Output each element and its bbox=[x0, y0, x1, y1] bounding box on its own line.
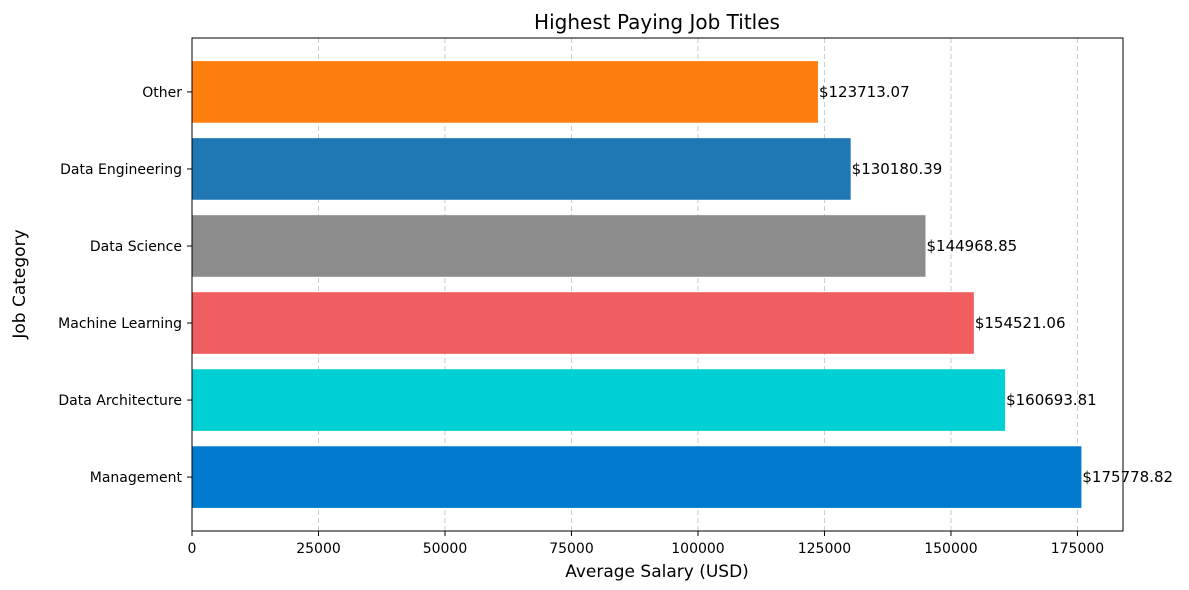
x-tick-label: 25000 bbox=[296, 541, 341, 557]
data-label: $175778.82 bbox=[1082, 468, 1173, 486]
bar bbox=[192, 138, 851, 200]
x-tick-label: 100000 bbox=[671, 541, 724, 557]
bar bbox=[192, 215, 926, 277]
y-axis-ticks: Management Data Architecture Machine Learn… bbox=[58, 85, 192, 486]
data-labels: $175778.82 $160693.81 $154521.06 $144968.85… bbox=[819, 83, 1173, 486]
axes bbox=[191, 37, 1124, 532]
data-label: $154521.06 bbox=[975, 314, 1066, 332]
bar bbox=[192, 61, 818, 123]
y-tick-label: Machine Learning bbox=[58, 316, 182, 332]
bar bbox=[192, 292, 974, 354]
x-tick-label: 50000 bbox=[423, 541, 468, 557]
x-tick-label: 125000 bbox=[798, 541, 851, 557]
x-tick-label: 175000 bbox=[1051, 541, 1104, 557]
x-axis-label: Average Salary (USD) bbox=[565, 562, 749, 582]
y-tick-label: Management bbox=[90, 470, 183, 486]
chart-title: Highest Paying Job Titles bbox=[534, 10, 780, 34]
bars bbox=[192, 61, 1082, 508]
y-tick-label: Data Science bbox=[90, 239, 182, 255]
y-tick-label: Data Engineering bbox=[60, 162, 182, 178]
data-label: $123713.07 bbox=[819, 83, 910, 101]
x-tick-label: 150000 bbox=[924, 541, 977, 557]
data-label: $144968.85 bbox=[927, 237, 1018, 255]
x-tick-label: 0 bbox=[188, 541, 197, 557]
y-axis-label: Job Category bbox=[10, 229, 30, 339]
x-tick-label: 75000 bbox=[549, 541, 594, 557]
x-axis-ticks: 0 25000 50000 75000 100000 125000 150000 175000 bbox=[188, 531, 1104, 557]
data-label: $130180.39 bbox=[852, 160, 943, 178]
y-tick-label: Other bbox=[142, 85, 182, 101]
data-label: $160693.81 bbox=[1006, 391, 1097, 409]
bar bbox=[192, 369, 1006, 431]
plot-frame bbox=[191, 37, 1124, 532]
bar bbox=[192, 446, 1082, 508]
y-tick-label: Data Architecture bbox=[58, 393, 182, 409]
